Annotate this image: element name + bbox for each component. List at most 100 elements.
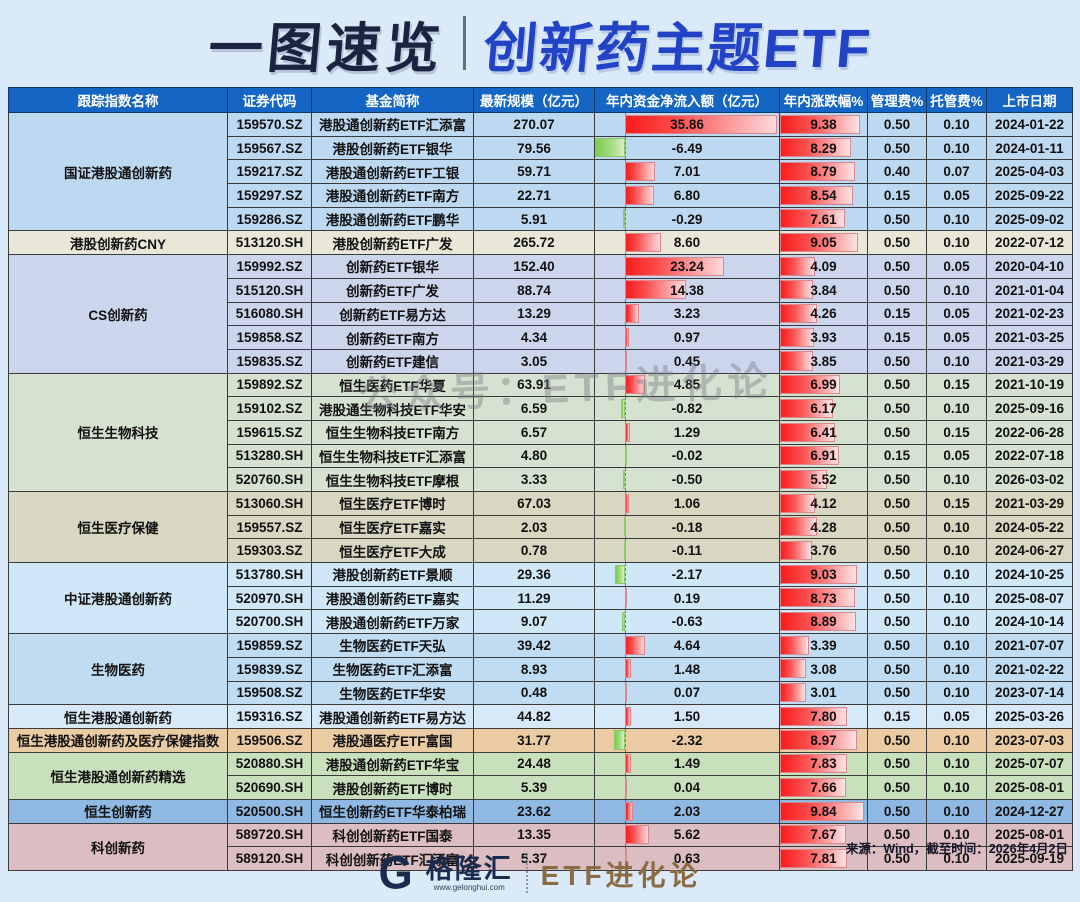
change-bar [780,540,813,560]
change-value: 3.85 [810,353,837,369]
fund-name-cell: 恒生创新药ETF华泰柏瑞 [311,798,474,824]
index-name-cell: 科创新药 [8,822,228,872]
scale-cell: 265.72 [473,230,595,256]
list-date-cell: 2025-08-07 [986,585,1073,611]
mgmt-fee-cell: 0.50 [867,396,927,421]
index-name-cell: 恒生港股通创新药精选 [8,751,228,800]
code-cell: 159297.SZ [227,183,312,208]
change-bar [780,233,858,253]
scale-cell: 270.07 [473,112,595,137]
inflow-bar [624,683,627,703]
table-row: 520690.SH 港股创新药ETF博时 5.39 0.04 7.66 0.50 0.10 2… [8,775,1073,800]
mgmt-fee-cell: 0.50 [867,585,927,611]
inflow-value: 1.48 [673,661,701,677]
inflow-value: 0.45 [673,353,701,369]
list-date-cell: 2025-03-26 [986,704,1073,729]
change-value: 9.03 [810,566,837,582]
custody-fee-cell: 0.05 [926,443,987,469]
custody-fee-cell: 0.10 [926,396,987,421]
list-date-cell: 2021-07-07 [986,633,1073,658]
index-name-cell: 生物医药 [8,633,228,706]
fund-name-cell: 恒生医疗ETF嘉实 [311,514,474,540]
table-row: 520760.SH 恒生生物科技ETF摩根 3.33 -0.50 5.52 0.50 0.1… [8,467,1073,492]
inflow-cell: -0.18 [594,514,780,540]
mgmt-fee-cell: 0.50 [867,348,927,374]
change-cell: 3.08 [779,656,868,682]
table-header-row: 跟踪指数名称 证券代码 基金简称 最新规模（亿元） 年内资金净流入额（亿元） 年内涨跌幅%… [8,87,1073,113]
change-bar [780,138,852,158]
change-bar [780,114,861,134]
inflow-value: 1.49 [673,756,701,772]
change-cell: 7.80 [779,704,868,729]
list-date-cell: 2024-12-27 [986,798,1073,824]
code-cell: 520690.SH [227,775,312,800]
mgmt-fee-cell: 0.50 [867,727,927,753]
mgmt-fee-cell: 0.50 [867,680,927,706]
change-cell: 3.93 [779,325,868,350]
fund-name-cell: 生物医药ETF天弘 [311,633,474,658]
list-date-cell: 2025-09-22 [986,183,1073,208]
scale-cell: 23.62 [473,798,595,824]
custody-fee-cell: 0.10 [926,467,987,492]
code-cell: 513280.SH [227,443,312,469]
change-bar [780,398,833,418]
list-date-cell: 2021-03-29 [986,491,1073,516]
logo-divider [525,855,528,893]
custody-fee-cell: 0.10 [926,277,987,303]
scale-cell: 152.40 [473,254,595,279]
scale-cell: 0.48 [473,680,595,706]
change-cell: 8.29 [779,135,868,161]
inflow-bar [624,446,627,466]
inflow-cell: 8.60 [594,230,780,256]
change-value: 3.08 [810,661,837,677]
inflow-bar [624,801,634,821]
change-value: 5.52 [810,472,837,488]
inflow-value: 6.80 [673,187,701,203]
custody-fee-cell: 0.10 [926,656,987,682]
inflow-cell: 6.80 [594,183,780,208]
inflow-cell: 4.64 [594,633,780,658]
change-value: 8.54 [810,187,837,203]
index-name-cell: 港股创新药CNY [8,230,228,256]
scale-cell: 2.03 [473,514,595,540]
change-value: 3.76 [810,543,837,559]
table-row: 生物医药 159859.SZ 生物医药ETF天弘 39.42 4.64 3.39 0.50 0… [8,633,1073,706]
table-row: 中证港股通创新药 513780.SH 港股创新药ETF景顺 29.36 -2.17 9.0… [8,562,1073,635]
custody-fee-cell: 0.10 [926,585,987,611]
zero-axis-line [624,729,626,752]
inflow-bar [624,588,627,608]
code-cell: 159835.SZ [227,348,312,374]
mgmt-fee-cell: 0.50 [867,491,927,516]
change-bar [780,446,840,466]
change-cell: 3.39 [779,633,868,658]
code-cell: 513780.SH [227,562,312,587]
inflow-bar [624,185,654,205]
fund-name-cell: 科创创新药ETF国泰 [311,822,474,848]
inflow-value: -2.17 [671,566,703,582]
code-cell: 520700.SH [227,609,312,635]
inflow-bar [624,848,628,868]
fund-name-cell: 港股通创新药ETF汇添富 [311,112,474,137]
list-date-cell: 2021-03-29 [986,348,1073,374]
change-bar [780,588,855,608]
change-cell: 8.54 [779,183,868,208]
inflow-cell: 0.04 [594,775,780,800]
fund-name-cell: 港股通创新药ETF嘉实 [311,585,474,611]
change-value: 7.80 [810,709,837,725]
list-date-cell: 2025-07-07 [986,751,1073,777]
code-cell: 159892.SZ [227,372,312,398]
inflow-bar [624,422,631,442]
custody-fee-cell: 0.10 [926,633,987,658]
change-value: 8.73 [810,590,837,606]
fund-name-cell: 港股通创新药ETF南方 [311,183,474,208]
mgmt-fee-cell: 0.50 [867,562,927,587]
column-header: 上市日期 [986,87,1073,113]
inflow-cell: 1.49 [594,751,780,777]
inflow-value: 7.01 [673,164,701,180]
scale-cell: 29.36 [473,562,595,587]
list-date-cell: 2021-03-25 [986,325,1073,350]
table-row: 159615.SZ 恒生生物科技ETF南方 6.57 1.29 6.41 0.50 0.15… [8,419,1073,445]
change-bar [780,683,806,703]
inflow-cell: 0.97 [594,325,780,350]
